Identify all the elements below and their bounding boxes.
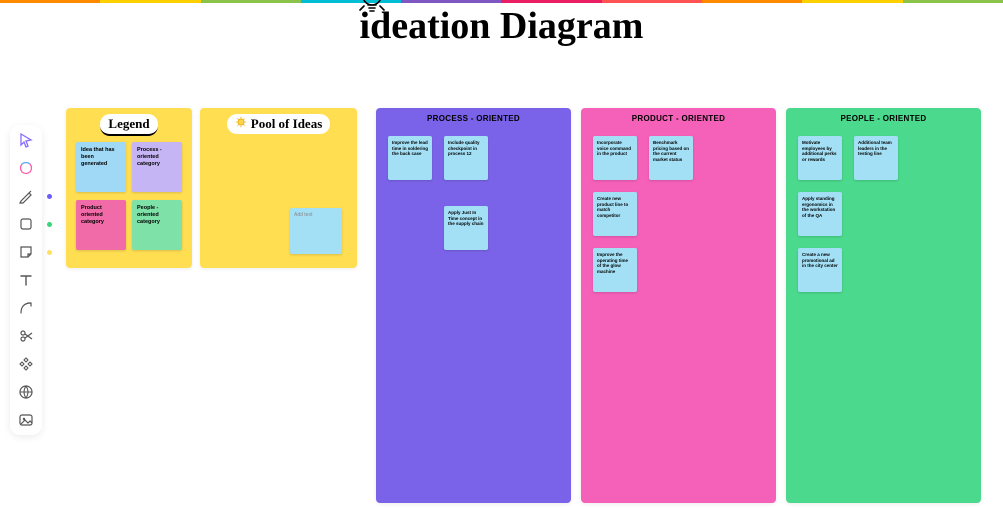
title-wrap: ideation Diagram: [0, 4, 1003, 48]
legend-panel[interactable]: Legend Idea that has been generated Proc…: [66, 108, 192, 268]
legend-note-label: Idea that has been generated: [81, 147, 115, 167]
components-tool[interactable]: [14, 355, 38, 373]
note-label: Benchmark pricing based on the current m…: [653, 140, 689, 162]
page-title-text: ideation Diagram: [360, 5, 644, 47]
note-label: Incorporate voice command in the product: [597, 140, 631, 156]
note-label: Create a new promotional ad in the city …: [802, 252, 838, 268]
note-label: Apply Just In Time concept in the supply…: [448, 210, 484, 226]
process-note[interactable]: Include quality checkpoint in process 12: [444, 136, 488, 180]
lightbulb-icon: [235, 116, 247, 132]
legend-note-process[interactable]: Process - oriented category: [132, 142, 182, 192]
process-note[interactable]: Improve the lead time in soldering the b…: [388, 136, 432, 180]
image-tool[interactable]: [14, 411, 38, 429]
people-note[interactable]: Additional team leaders in the testing l…: [854, 136, 898, 180]
pool-title-text: Pool of Ideas: [251, 116, 323, 132]
note-label: Apply standing ergonomics in the worksta…: [802, 196, 835, 218]
product-note[interactable]: Incorporate voice command in the product: [593, 136, 637, 180]
legend-note-label: Product oriented category: [81, 205, 104, 225]
legend-note-label: Process - oriented category: [137, 147, 162, 167]
top-edge-strip: [0, 0, 1003, 3]
note-label: Include quality checkpoint in process 12: [448, 140, 480, 156]
canvas-area[interactable]: Legend Idea that has been generated Proc…: [56, 108, 997, 508]
note-label: Additional team leaders in the testing l…: [858, 140, 892, 156]
cursor-tool[interactable]: [14, 131, 38, 149]
pool-note-label: Add text: [294, 212, 312, 218]
shapes-tool[interactable]: [14, 159, 38, 177]
legend-note-idea[interactable]: Idea that has been generated: [76, 142, 126, 192]
product-note[interactable]: Create new product line to match competi…: [593, 192, 637, 236]
note-label: Create new product line to match competi…: [597, 196, 628, 218]
note-label: Improve the lead time in soldering the b…: [392, 140, 428, 156]
process-title: PROCESS - ORIENTED: [376, 108, 571, 127]
pool-panel[interactable]: Pool of Ideas Add text: [200, 108, 357, 268]
sticky-tool[interactable]: [14, 243, 38, 261]
people-note[interactable]: Create a new promotional ad in the city …: [798, 248, 842, 292]
legend-title: Legend: [100, 114, 157, 136]
people-title: PEOPLE - ORIENTED: [786, 108, 981, 127]
note-label: Improve the operating time of the glow m…: [597, 252, 628, 274]
product-title: PRODUCT - ORIENTED: [581, 108, 776, 127]
connector-tool[interactable]: [14, 299, 38, 317]
pool-title: Pool of Ideas: [227, 114, 331, 134]
people-panel[interactable]: PEOPLE - ORIENTED Motivate employees by …: [786, 108, 981, 503]
page-title: ideation Diagram: [360, 4, 644, 48]
product-panel[interactable]: PRODUCT - ORIENTED Incorporate voice com…: [581, 108, 776, 503]
process-note[interactable]: Apply Just In Time concept in the supply…: [444, 206, 488, 250]
globe-tool[interactable]: [14, 383, 38, 401]
text-tool[interactable]: [14, 271, 38, 289]
lightbulb-icon: [346, 0, 398, 18]
left-toolbar: [10, 125, 42, 435]
rectangle-tool[interactable]: [14, 215, 38, 233]
scissors-tool[interactable]: [14, 327, 38, 345]
people-note[interactable]: Apply standing ergonomics in the worksta…: [798, 192, 842, 236]
legend-note-label: People - oriented category: [137, 205, 160, 225]
legend-note-people[interactable]: People - oriented category: [132, 200, 182, 250]
pool-note[interactable]: Add text: [290, 208, 342, 254]
process-panel[interactable]: PROCESS - ORIENTED Improve the lead time…: [376, 108, 571, 503]
product-note[interactable]: Improve the operating time of the glow m…: [593, 248, 637, 292]
product-note[interactable]: Benchmark pricing based on the current m…: [649, 136, 693, 180]
legend-note-product[interactable]: Product oriented category: [76, 200, 126, 250]
people-note[interactable]: Motivate employees by additional perks o…: [798, 136, 842, 180]
pen-tool[interactable]: [14, 187, 38, 205]
note-label: Motivate employees by additional perks o…: [802, 140, 837, 162]
